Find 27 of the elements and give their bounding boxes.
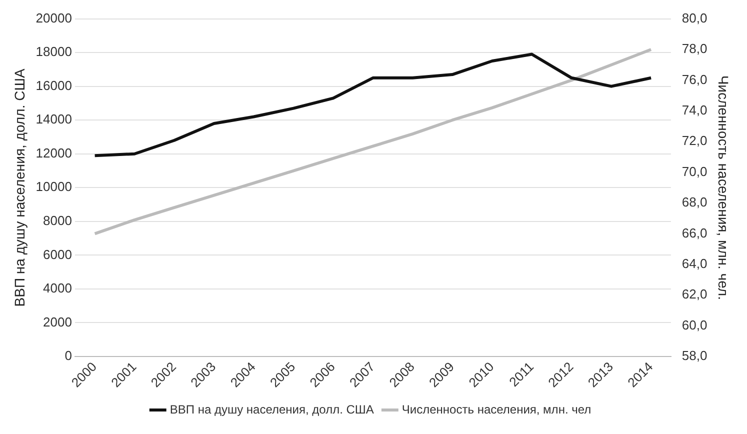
y2-tick-label: 74,0 (682, 102, 708, 118)
y2-tick-label: 66,0 (682, 225, 708, 240)
y2-tick-label: 76,0 (682, 72, 708, 87)
y2-axis-title: Численность населения, млн. чел. (716, 75, 732, 300)
y-tick-label: 0 (64, 348, 72, 364)
y-tick-label: 12000 (36, 145, 72, 160)
y2-tick-label: 72,0 (682, 133, 708, 148)
y-tick-label: 4000 (43, 280, 72, 296)
y2-tick-label: 62,0 (682, 286, 708, 302)
y-tick-label: 20000 (36, 10, 72, 26)
y2-tick-label: 68,0 (682, 194, 708, 210)
y2-tick-label: 80,0 (682, 10, 708, 26)
y2-tick-label: 70,0 (682, 164, 708, 179)
y-tick-label: 18000 (36, 44, 72, 60)
y2-tick-label: 64,0 (682, 256, 708, 271)
legend-label: ВВП на душу населения, долл. США (170, 402, 374, 416)
y-tick-label: 14000 (36, 112, 72, 127)
y-tick-label: 16000 (36, 78, 72, 93)
y-tick-label: 8000 (43, 213, 72, 228)
y-tick-label: 2000 (43, 314, 72, 330)
y-axis-title: ВВП на душу населения, долл. США (11, 68, 28, 307)
y-tick-label: 6000 (43, 246, 72, 262)
legend-label: Численность населения, млн. чел (402, 402, 592, 416)
y-tick-label: 10000 (36, 179, 72, 194)
y2-tick-label: 58,0 (682, 348, 708, 364)
y2-tick-label: 60,0 (682, 317, 708, 332)
y2-tick-label: 78,0 (682, 41, 708, 56)
